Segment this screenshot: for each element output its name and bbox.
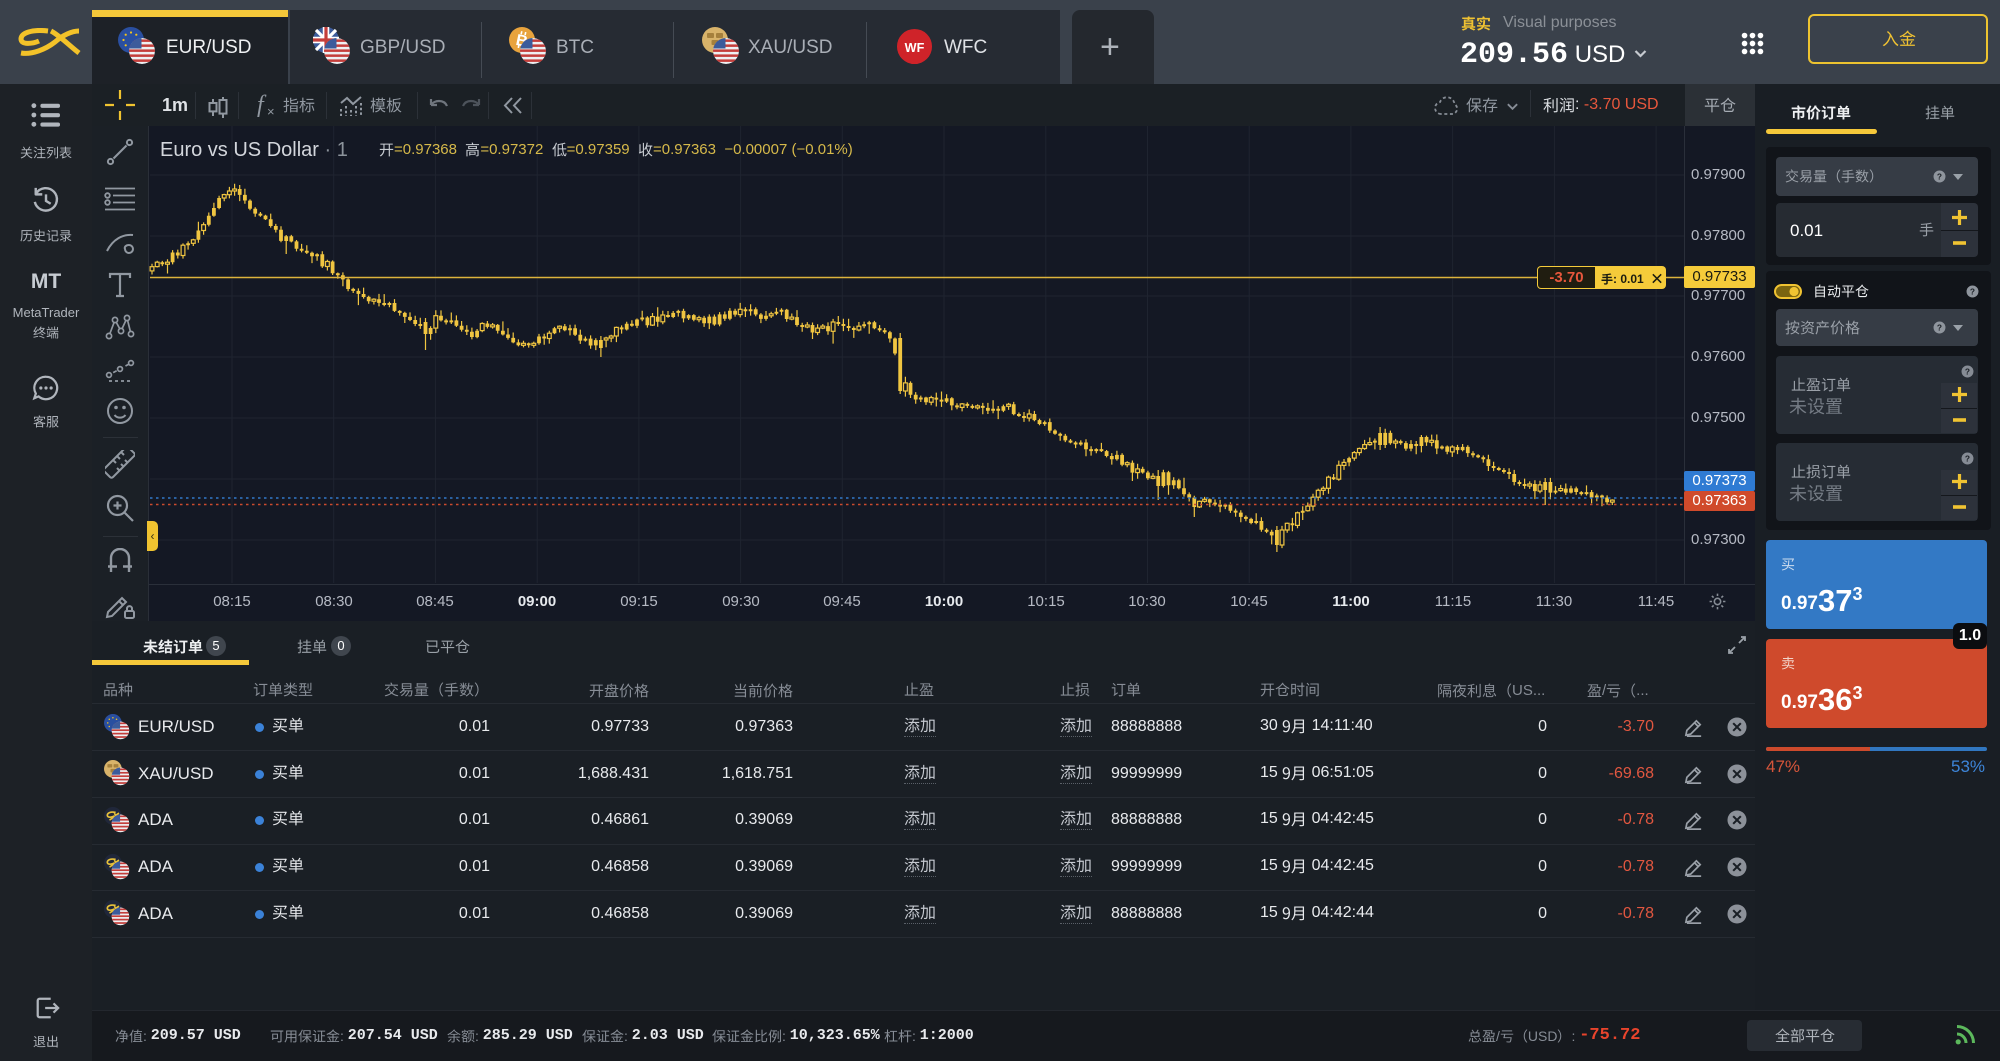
svg-text:?: ? [1965, 367, 1970, 377]
svg-text:?: ? [1937, 323, 1942, 333]
svg-text:WF: WF [905, 41, 925, 55]
svg-text:?: ? [1965, 454, 1970, 464]
svg-text:?: ? [1937, 172, 1942, 182]
svg-text:?: ? [1970, 287, 1975, 297]
